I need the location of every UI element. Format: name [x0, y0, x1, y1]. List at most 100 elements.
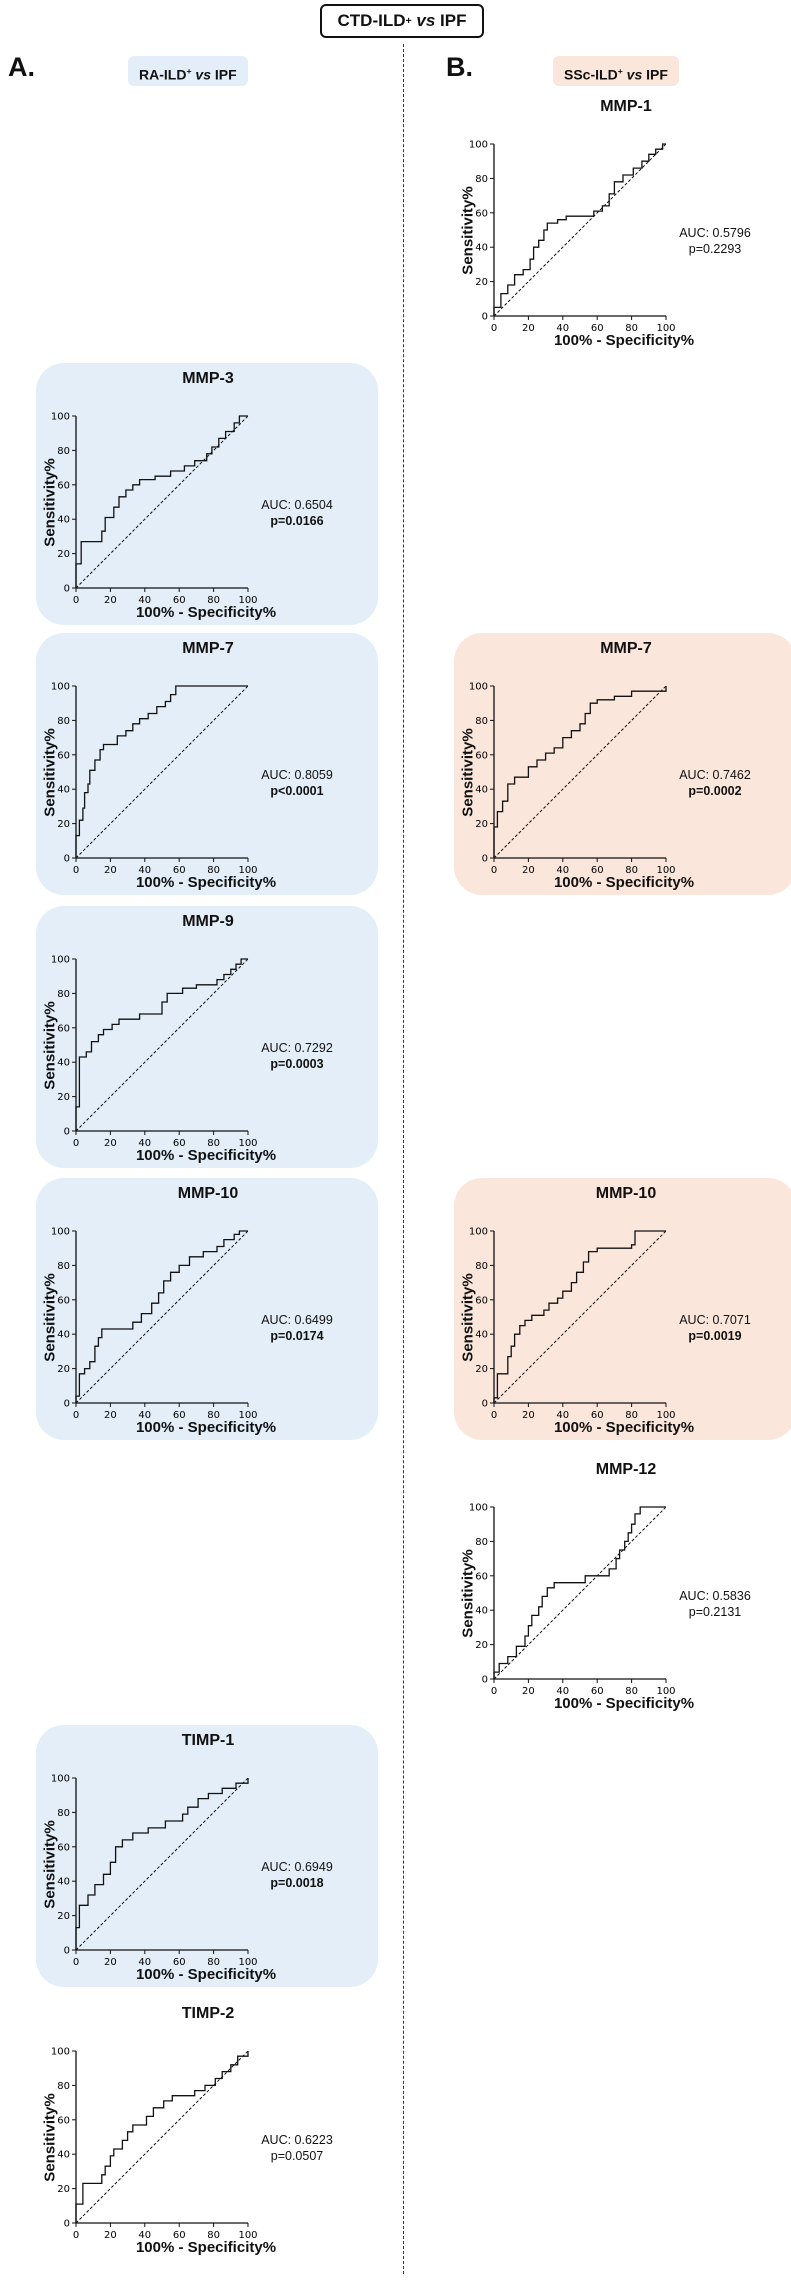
figure-title-main: CTD-ILD — [337, 11, 406, 30]
roc-curve — [75, 1778, 249, 1950]
y-tick-label: 80 — [57, 2081, 70, 2092]
p-value-text: p=0.0166 — [270, 514, 324, 528]
x-tick-label: 20 — [104, 1957, 117, 1968]
x-tick-label: 80 — [207, 1410, 220, 1421]
x-axis-label: 100% - Specificity% — [553, 332, 695, 349]
y-tick-label: 0 — [64, 1127, 70, 1138]
x-tick-label: 60 — [591, 1686, 604, 1697]
x-tick-label: 20 — [104, 595, 117, 606]
y-tick-label: 20 — [57, 1911, 70, 1922]
auc-text: AUC: 0.7462 — [679, 768, 751, 782]
chart-ssc-mmp1: MMP-1 Sensitivity% 0 20 40 60 80 100 0 20 40 60 80… — [456, 92, 791, 352]
reference-diagonal — [493, 1506, 667, 1680]
x-tick-label: 60 — [173, 1957, 186, 1968]
x-tick-label: 40 — [556, 323, 569, 334]
y-tick-label: 100 — [51, 955, 70, 966]
y-tick-label: 0 — [482, 1399, 488, 1410]
x-tick-label: 100 — [238, 865, 257, 876]
reference-diagonal — [493, 1230, 667, 1404]
x-tick-label: 100 — [656, 1410, 675, 1421]
plot-area: 0 20 40 60 80 100 0 20 40 60 80 100 — [51, 955, 258, 1150]
x-tick-label: 40 — [138, 2230, 151, 2241]
y-tick-label: 80 — [475, 1261, 488, 1272]
panel-b-letter: B. — [446, 52, 473, 82]
card-ra-mmp7 — [36, 633, 378, 895]
chart-title: TIMP-1 — [181, 1732, 235, 1749]
x-tick-label: 20 — [522, 1410, 535, 1421]
card-ra-timp1 — [36, 1725, 378, 1987]
y-tick-label: 40 — [475, 785, 488, 796]
y-tick-label: 60 — [57, 480, 70, 491]
chart-title: MMP-1 — [600, 98, 652, 115]
y-tick-label: 40 — [57, 785, 70, 796]
y-tick-label: 100 — [469, 1227, 488, 1238]
x-tick-label: 0 — [73, 865, 79, 876]
x-axis-label: 100% - Specificity% — [135, 874, 277, 891]
y-tick-label: 40 — [57, 1877, 70, 1888]
plot-area: 0 20 40 60 80 100 0 20 40 60 80 100 — [51, 2047, 258, 2242]
auc-text: AUC: 0.5836 — [679, 1589, 751, 1603]
x-tick-label: 20 — [522, 865, 535, 876]
y-tick-label: 40 — [57, 1330, 70, 1341]
panel-a-label: RA-ILD+ vs IPF — [128, 56, 248, 86]
y-tick-label: 60 — [475, 750, 488, 761]
y-tick-label: 0 — [64, 584, 70, 595]
panel-b-label-end: IPF — [646, 66, 668, 83]
x-tick-label: 20 — [104, 2230, 117, 2241]
card-ssc-mmp10 — [454, 1178, 791, 1440]
x-tick-label: 100 — [656, 1686, 675, 1697]
x-tick-label: 0 — [73, 2230, 79, 2241]
roc-curve — [75, 685, 248, 858]
y-tick-label: 0 — [64, 2219, 70, 2230]
y-tick-label: 80 — [57, 989, 70, 1000]
y-tick-label: 100 — [51, 1227, 70, 1238]
x-tick-label: 40 — [556, 865, 569, 876]
x-tick-label: 0 — [491, 865, 497, 876]
y-tick-label: 80 — [475, 716, 488, 727]
x-tick-label: 100 — [238, 2230, 257, 2241]
x-tick-label: 60 — [591, 323, 604, 334]
roc-curve — [493, 686, 667, 858]
x-tick-label: 0 — [73, 1410, 79, 1421]
y-tick-label: 60 — [57, 1842, 70, 1853]
reference-diagonal — [493, 685, 667, 859]
x-tick-label: 40 — [556, 1410, 569, 1421]
x-tick-label: 0 — [491, 323, 497, 334]
x-axis-label: 100% - Specificity% — [135, 1147, 277, 1164]
panel-divider — [403, 44, 404, 2274]
figure-title: CTD-ILD + vs IPF — [320, 4, 484, 38]
roc-curve — [493, 1506, 666, 1679]
plot-area: 0 20 40 60 80 100 0 20 40 60 80 100 — [51, 1227, 258, 1422]
card-ssc-mmp7 — [454, 633, 791, 895]
y-tick-label: 60 — [475, 1295, 488, 1306]
plot-area: 0 20 40 60 80 100 0 20 40 60 80 100 — [51, 1774, 258, 1969]
y-tick-label: 60 — [57, 750, 70, 761]
y-tick-label: 40 — [475, 1330, 488, 1341]
x-tick-label: 0 — [491, 1686, 497, 1697]
auc-text: AUC: 0.6949 — [261, 1860, 333, 1874]
reference-diagonal — [75, 1230, 249, 1404]
panel-a-label-end: IPF — [214, 66, 237, 83]
figure-title-vs: vs — [416, 11, 436, 30]
x-tick-label: 80 — [207, 865, 220, 876]
figure-title-sup: + — [405, 15, 412, 27]
y-tick-label: 40 — [57, 2150, 70, 2161]
panel-b-label-vs: vs — [626, 66, 643, 83]
chart-ra-timp1: TIMP-1 Sensitivity% 0 20 40 60 80 100 0 20 40 60 8… — [38, 1726, 378, 1986]
x-tick-label: 20 — [104, 1138, 117, 1149]
x-tick-label: 20 — [522, 1686, 535, 1697]
y-tick-label: 40 — [475, 243, 488, 254]
panel-a-label-pre: RA-ILD — [139, 66, 187, 83]
panel-b-label-pre: SSc-ILD — [564, 66, 618, 83]
auc-text: AUC: 0.8059 — [261, 768, 333, 782]
p-value-text: p=0.0507 — [270, 2149, 324, 2163]
x-tick-label: 40 — [556, 1686, 569, 1697]
x-tick-label: 60 — [173, 2230, 186, 2241]
auc-text: AUC: 0.7071 — [679, 1313, 751, 1327]
x-tick-label: 40 — [138, 1138, 151, 1149]
x-axis-label: 100% - Specificity% — [135, 1966, 277, 1983]
card-ra-mmp10 — [36, 1178, 378, 1440]
x-tick-label: 40 — [138, 1410, 151, 1421]
plot-area: 0 20 40 60 80 100 0 20 40 60 80 100 — [469, 1227, 676, 1422]
x-tick-label: 60 — [173, 1138, 186, 1149]
